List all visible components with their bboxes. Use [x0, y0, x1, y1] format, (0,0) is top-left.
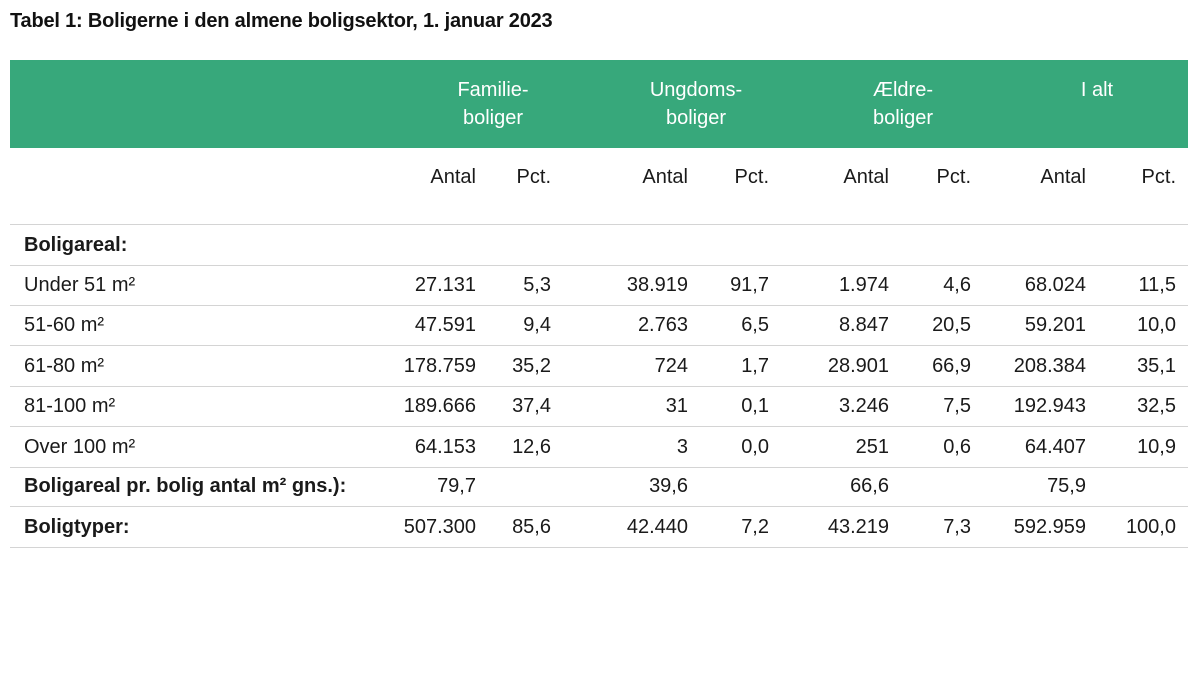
- cell-pct: 37,4: [512, 395, 551, 417]
- cell-pct: 35,2: [512, 355, 551, 377]
- table-row: Boligareal pr. bolig antal m² gns.): 79,7…: [10, 467, 1188, 507]
- header-group-familieboliger: Familie- boliger: [423, 76, 563, 132]
- cell-pct: 32,5: [1137, 395, 1176, 417]
- cell-pct: 7,3: [943, 516, 971, 538]
- subheader-antal: Antal: [843, 166, 889, 188]
- cell-pct: 1,7: [741, 355, 769, 377]
- header-line2: boliger: [872, 107, 934, 129]
- cell-antal: 47.591: [414, 314, 476, 336]
- header-group-aeldreboliger: Ældre- boliger: [833, 76, 973, 132]
- cell-pct: 4,6: [943, 274, 971, 296]
- cell-antal: 178.759: [403, 355, 476, 377]
- cell-pct: 11,5: [1138, 274, 1176, 296]
- cell-pct: 10,9: [1137, 436, 1176, 458]
- cell-antal: 68.024: [1024, 274, 1086, 296]
- cell-antal: 66,6: [850, 475, 889, 497]
- cell-pct: 0,6: [943, 436, 971, 458]
- table-row: Boligareal:: [10, 226, 1188, 266]
- row-label: Under 51 m²: [24, 274, 136, 296]
- row-label: Boligareal:: [24, 234, 128, 256]
- cell-antal: 251: [855, 436, 889, 458]
- subheader-pct: Pct.: [734, 166, 769, 188]
- cell-antal: 27.131: [414, 274, 476, 296]
- divider: [10, 467, 1188, 468]
- table-row: Over 100 m² 64.153 12,6 3 0,0 251 0,6 64.407 10,…: [10, 428, 1188, 468]
- header-line1: Familie-: [457, 79, 529, 101]
- table-row: 51-60 m² 47.591 9,4 2.763 6,5 8.847 20,5 59.201…: [10, 306, 1188, 346]
- cell-pct: 91,7: [730, 274, 769, 296]
- cell-antal: 43.219: [827, 516, 889, 538]
- cell-antal: 208.384: [1013, 355, 1086, 377]
- row-label: Boligareal pr. bolig antal m² gns.):: [24, 475, 347, 497]
- cell-antal: 507.300: [403, 516, 476, 538]
- divider: [10, 386, 1188, 387]
- subheader-pct: Pct.: [1141, 166, 1176, 188]
- table-title: Tabel 1: Boligerne i den almene boligsek…: [10, 10, 553, 32]
- divider: [10, 305, 1188, 306]
- divider: [10, 345, 1188, 346]
- cell-antal: 75,9: [1047, 475, 1086, 497]
- cell-antal: 3: [676, 436, 688, 458]
- row-label: 61-80 m²: [24, 355, 105, 377]
- cell-antal: 2.763: [637, 314, 688, 336]
- header-line1: I alt: [1080, 79, 1114, 101]
- cell-pct: 9,4: [523, 314, 551, 336]
- header-line2: boliger: [462, 107, 524, 129]
- row-label: 81-100 m²: [24, 395, 116, 417]
- cell-pct: 7,2: [741, 516, 769, 538]
- cell-pct: 5,3: [523, 274, 551, 296]
- subheader-pct: Pct.: [936, 166, 971, 188]
- cell-antal: 28.901: [827, 355, 889, 377]
- cell-pct: 100,0: [1125, 516, 1176, 538]
- subheader-antal: Antal: [642, 166, 688, 188]
- divider: [10, 426, 1188, 427]
- cell-antal: 8.847: [838, 314, 889, 336]
- divider: [10, 547, 1188, 548]
- cell-antal: 42.440: [626, 516, 688, 538]
- cell-pct: 35,1: [1137, 355, 1176, 377]
- cell-antal: 79,7: [437, 475, 476, 497]
- cell-pct: 7,5: [943, 395, 971, 417]
- table-row: Under 51 m² 27.131 5,3 38.919 91,7 1.974 4,6 68…: [10, 266, 1188, 306]
- cell-antal: 724: [654, 355, 688, 377]
- header-line2: boliger: [665, 107, 727, 129]
- row-label: Over 100 m²: [24, 436, 136, 458]
- cell-pct: 6,5: [741, 314, 769, 336]
- cell-antal: 3.246: [838, 395, 889, 417]
- cell-pct: 85,6: [512, 516, 551, 538]
- row-label: 51-60 m²: [24, 314, 105, 336]
- divider: [10, 506, 1188, 507]
- header-group-i-alt: I alt: [1027, 76, 1167, 104]
- table-row: 81-100 m² 189.666 37,4 31 0,1 3.246 7,5 192.943…: [10, 387, 1188, 427]
- divider: [10, 224, 1188, 225]
- cell-pct: 12,6: [512, 436, 551, 458]
- table-row: Boligtyper: 507.300 85,6 42.440 7,2 43.219 7,3…: [10, 508, 1188, 548]
- row-label: Boligtyper:: [24, 516, 130, 538]
- cell-antal: 39,6: [649, 475, 688, 497]
- header-line1: Ældre-: [872, 79, 933, 101]
- cell-pct: 66,9: [932, 355, 971, 377]
- subheader-pct: Pct.: [516, 166, 551, 188]
- cell-antal: 59.201: [1024, 314, 1086, 336]
- cell-antal: 592.959: [1013, 516, 1086, 538]
- divider: [10, 265, 1188, 266]
- cell-antal: 64.153: [414, 436, 476, 458]
- cell-antal: 31: [665, 395, 688, 417]
- cell-pct: 10,0: [1137, 314, 1176, 336]
- table-row: 61-80 m² 178.759 35,2 724 1,7 28.901 66,9 208.3…: [10, 347, 1188, 387]
- header-group-ungdomsboliger: Ungdoms- boliger: [626, 76, 766, 132]
- subheader-antal: Antal: [430, 166, 476, 188]
- subheader-antal: Antal: [1040, 166, 1086, 188]
- cell-pct: 0,0: [741, 436, 769, 458]
- cell-antal: 192.943: [1013, 395, 1086, 417]
- cell-pct: 0,1: [741, 395, 769, 417]
- cell-antal: 1.974: [838, 274, 889, 296]
- cell-antal: 38.919: [626, 274, 688, 296]
- cell-pct: 20,5: [932, 314, 971, 336]
- header-line1: Ungdoms-: [649, 79, 743, 101]
- cell-antal: 64.407: [1024, 436, 1086, 458]
- table-header-band: [10, 60, 1188, 148]
- cell-antal: 189.666: [403, 395, 476, 417]
